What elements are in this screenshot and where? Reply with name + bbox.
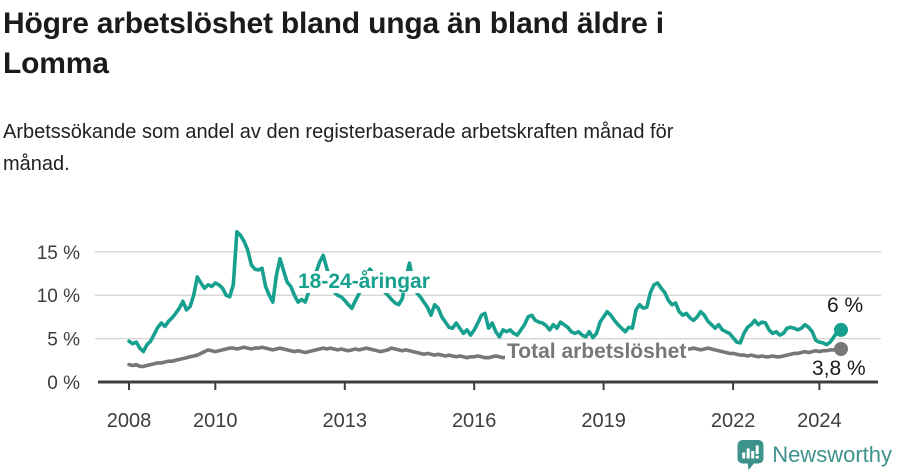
x-axis-tick-label: 2016 <box>452 410 497 432</box>
x-axis-tick-label: 2013 <box>323 410 368 432</box>
newsworthy-logo: Newsworthy <box>736 439 892 471</box>
newsworthy-bubble-chart-icon <box>737 440 764 470</box>
x-axis-tick-label: 2019 <box>581 410 626 432</box>
end-value-label-18-24: 6 % <box>827 294 864 317</box>
page-title-line1: Högre arbetslöshet bland unga än bland ä… <box>3 7 664 40</box>
end-value-label-total: 3,8 % <box>812 357 866 380</box>
series-line-total <box>127 345 843 369</box>
x-axis-tick-label: 2008 <box>107 410 152 432</box>
page-title-line2: Lomma <box>3 47 109 80</box>
y-axis-tick-label: 0 % <box>47 373 80 394</box>
newsworthy-wordmark: Newsworthy <box>772 442 892 467</box>
series-label-18-24: 18-24-åringar <box>296 270 432 293</box>
series-end-dot-total <box>834 342 848 356</box>
y-axis-tick-label: 15 % <box>37 243 80 264</box>
chart-subtitle: Arbetssökande som andel av den registerb… <box>3 116 853 180</box>
x-axis-tick-label: 2010 <box>193 410 238 432</box>
series-line-18-24 <box>127 230 843 354</box>
series-label-total: Total arbetslöshet <box>505 340 689 363</box>
page-title: Högre arbetslöshet bland unga än bland ä… <box>3 4 843 84</box>
series-end-dot-18-24 <box>834 322 848 337</box>
chart-subtitle-line2: månad. <box>3 153 70 175</box>
y-axis-tick-label: 5 % <box>47 330 80 351</box>
y-axis-tick-label: 10 % <box>37 286 80 307</box>
chart-subtitle-line1: Arbetssökande som andel av den registerb… <box>3 121 674 143</box>
x-axis-tick-label: 2022 <box>711 410 756 432</box>
x-axis-tick-label: 2024 <box>797 410 842 432</box>
